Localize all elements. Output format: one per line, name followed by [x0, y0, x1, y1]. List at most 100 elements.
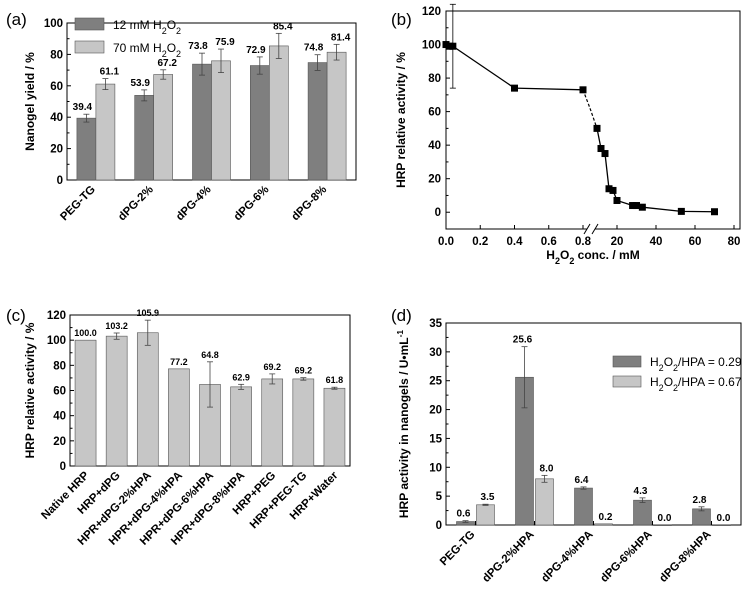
bar [105, 335, 128, 467]
data-label: 72.9 [246, 45, 266, 56]
bar [476, 504, 495, 526]
x-category-label: dPG-2%HPA [480, 529, 536, 585]
data-point [597, 145, 605, 153]
x-category-label: PEG-TG [58, 184, 98, 224]
series-break-dash [582, 89, 591, 109]
data-label: 0.2 [599, 512, 613, 523]
data-label: 61.8 [326, 375, 344, 385]
y-tick-label: 40 [50, 112, 63, 124]
y-tick-label: 25 [429, 376, 442, 388]
bar [95, 83, 116, 181]
y-tick-label: 60 [50, 81, 63, 93]
y-tick-label: 40 [53, 411, 66, 423]
data-point [449, 42, 457, 50]
x-category-label: dPG-4%HPA [539, 529, 595, 585]
panel-label-c: (c) [6, 306, 26, 325]
data-label: 75.9 [215, 37, 235, 48]
y-tick-label: 120 [47, 310, 66, 322]
axis-break-mark [591, 223, 599, 235]
data-label: 8.0 [540, 463, 554, 474]
data-point [601, 150, 609, 158]
x-tick-label: 40 [650, 236, 663, 248]
data-label: 3.5 [481, 492, 495, 503]
data-point [629, 202, 637, 210]
y-tick-label: 0 [435, 207, 441, 219]
bar [535, 478, 554, 526]
x-tick-label: 0.4 [507, 236, 524, 248]
data-label: 81.4 [331, 32, 351, 43]
data-label: 61.1 [100, 67, 120, 78]
x-tick-label: 0.6 [541, 236, 557, 248]
x-tick-label: 60 [689, 236, 702, 248]
data-label: 64.8 [201, 350, 219, 360]
data-label: 4.3 [634, 486, 648, 497]
y-axis-label: HRP relative activity / % [394, 52, 408, 188]
x-category-label: dPG-6%HPA [598, 529, 654, 585]
x-tick-label: 20 [611, 236, 624, 248]
legend-swatch [74, 40, 105, 54]
data-point [711, 208, 718, 216]
x-category-label: dPG-4% [174, 184, 214, 224]
bar [211, 60, 231, 181]
legend-label: H2O2/HPA = 0.29 [650, 355, 742, 373]
y-tick-label: 30 [429, 347, 442, 359]
y-tick-label: 80 [428, 73, 441, 85]
data-label: 6.4 [575, 475, 589, 486]
bar [74, 339, 97, 467]
legend-label: H2O2/HPA = 0.67 [650, 375, 742, 393]
data-label: 67.2 [157, 58, 177, 69]
data-label: 77.2 [170, 357, 188, 367]
y-tick-label: 60 [53, 386, 66, 398]
axis-break-gap [587, 223, 595, 235]
data-point [633, 202, 640, 210]
data-label: 69.2 [295, 366, 313, 376]
bar [574, 487, 593, 526]
bar [633, 499, 652, 526]
legend-label: 12 mM H2O2 [113, 18, 181, 36]
bar [261, 378, 284, 467]
y-tick-label: 15 [429, 433, 442, 445]
axis-break-mark [583, 223, 591, 235]
data-label: 2.8 [693, 495, 707, 506]
data-point [677, 207, 685, 215]
x-category-label: dPG-8% [290, 184, 330, 224]
legend-label: 70 mM H2O2 [113, 41, 181, 59]
y-tick-label: 80 [53, 360, 66, 372]
y-axis-label: HRP relative activity / % [23, 322, 37, 458]
y-tick-label: 100 [47, 335, 66, 347]
bar [268, 45, 289, 181]
legend-swatch [612, 375, 642, 388]
data-label: 0.0 [658, 513, 672, 524]
data-label: 62.9 [232, 372, 250, 382]
bar [692, 508, 711, 526]
data-point [511, 84, 518, 92]
y-tick-label: 100 [44, 18, 63, 30]
bar [76, 117, 97, 181]
y-tick-label: 10 [429, 462, 442, 474]
data-label: 53.9 [130, 78, 150, 89]
y-tick-label: 40 [428, 140, 441, 152]
bar [168, 368, 190, 467]
bar [712, 524, 731, 526]
panel-label-d: (d) [391, 306, 412, 325]
x-category-label: dPG-8%HPA [657, 529, 713, 585]
data-label: 85.4 [273, 21, 293, 32]
panel-label-b: (b) [391, 10, 412, 29]
bar [134, 95, 154, 181]
data-label: 105.9 [137, 308, 160, 318]
x-tick-label: 80 [728, 236, 741, 248]
y-tick-label: 5 [436, 491, 443, 503]
data-point [613, 196, 621, 204]
y-axis-label: HRP activity in nanogels / U•mL-1 [395, 330, 411, 518]
panel-label-a: (a) [6, 10, 27, 29]
x-axis-label: H2O2 conc. / mM [546, 248, 639, 266]
y-tick-label: 60 [428, 107, 441, 119]
y-axis-label: Nanogel yield / % [23, 52, 37, 151]
bar [307, 62, 328, 181]
legend-swatch [74, 17, 105, 31]
bar [326, 51, 347, 181]
data-label: 0.0 [717, 513, 731, 524]
data-label: 74.8 [304, 43, 324, 54]
y-tick-label: 0 [436, 520, 442, 532]
y-tick-label: 20 [53, 436, 66, 448]
